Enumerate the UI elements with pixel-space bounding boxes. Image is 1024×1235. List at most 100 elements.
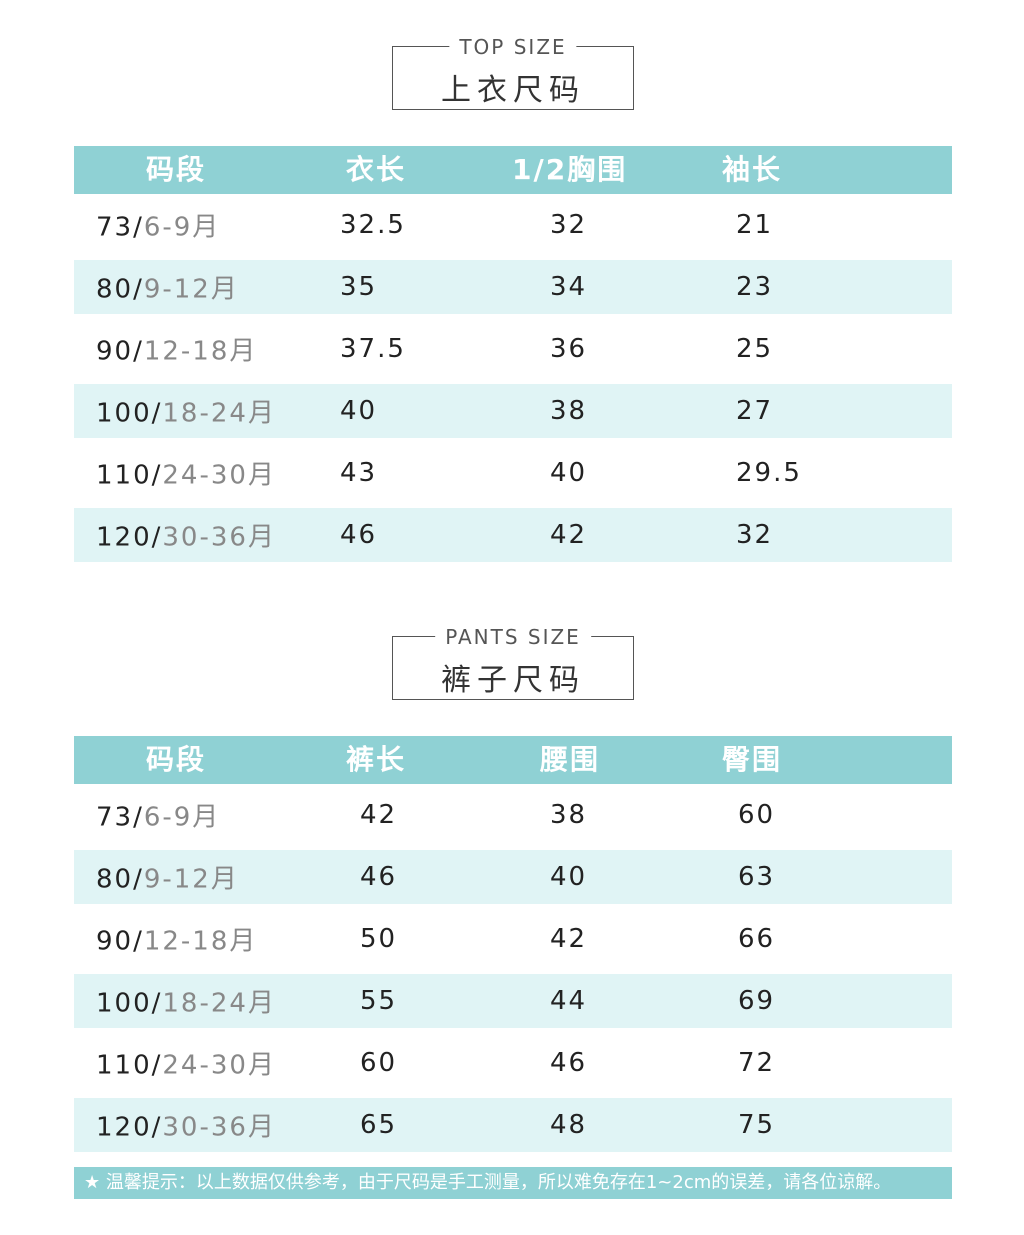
- measure-cell: 42: [550, 520, 588, 550]
- table-row: 100/18-24月 40 38 27: [74, 384, 952, 438]
- size-value: 110/: [96, 460, 163, 491]
- table-row: 100/18-24月 55 44 69: [74, 974, 952, 1028]
- pants-size-title-cn: 裤子尺码: [441, 663, 585, 698]
- header-length: 衣长: [346, 153, 407, 186]
- size-cell: 120/30-36月: [96, 1107, 276, 1144]
- tip-note: ★ 温馨提示：以上数据仅供参考，由于尺码是手工测量，所以难免存在1~2cm的误差…: [74, 1167, 952, 1199]
- measure-cell: 72: [738, 1048, 776, 1078]
- age-range: 24-30月: [162, 460, 276, 491]
- size-cell: 110/24-30月: [96, 455, 276, 492]
- size-cell: 80/9-12月: [96, 269, 239, 306]
- age-range: 6-9月: [143, 802, 221, 833]
- size-value: 80/: [96, 274, 144, 305]
- measure-cell: 38: [550, 800, 588, 830]
- measure-cell: 69: [738, 986, 776, 1016]
- age-range: 30-36月: [162, 1112, 276, 1143]
- top-size-title-cn: 上衣尺码: [441, 73, 585, 108]
- size-cell: 90/12-18月: [96, 921, 257, 958]
- top-size-title-box: TOP SIZE 上衣尺码: [392, 35, 634, 110]
- size-value: 100/: [96, 398, 163, 429]
- measure-cell: 34: [550, 272, 588, 302]
- top-size-title-en: TOP SIZE: [449, 35, 577, 59]
- age-range: 9-12月: [143, 274, 239, 305]
- measure-cell: 66: [738, 924, 776, 954]
- measure-cell: 29.5: [736, 458, 802, 488]
- size-cell: 120/30-36月: [96, 517, 276, 554]
- size-value: 90/: [96, 336, 144, 367]
- size-cell: 73/6-9月: [96, 207, 220, 244]
- pants-size-title-box: PANTS SIZE 裤子尺码: [392, 625, 634, 700]
- measure-cell: 42: [550, 924, 588, 954]
- size-cell: 100/18-24月: [96, 983, 276, 1020]
- table-row: 90/12-18月 50 42 66: [74, 908, 952, 970]
- age-range: 12-18月: [143, 336, 258, 367]
- measure-cell: 63: [738, 862, 776, 892]
- size-value: 120/: [96, 1112, 163, 1143]
- measure-cell: 65: [360, 1110, 398, 1140]
- measure-cell: 37.5: [340, 334, 406, 364]
- measure-cell: 43: [340, 458, 378, 488]
- table-row: 110/24-30月 43 40 29.5: [74, 442, 952, 504]
- size-value: 73/: [96, 802, 144, 833]
- size-value: 110/: [96, 1050, 163, 1081]
- table-row: 73/6-9月 42 38 60: [74, 784, 952, 846]
- size-cell: 80/9-12月: [96, 859, 239, 896]
- measure-cell: 40: [550, 862, 588, 892]
- size-cell: 73/6-9月: [96, 797, 220, 834]
- table-row: 80/9-12月 35 34 23: [74, 260, 952, 314]
- header-size: 码段: [146, 153, 207, 186]
- size-value: 100/: [96, 988, 163, 1019]
- age-range: 30-36月: [162, 522, 276, 553]
- size-value: 73/: [96, 212, 144, 243]
- measure-cell: 50: [360, 924, 398, 954]
- size-cell: 100/18-24月: [96, 393, 276, 430]
- age-range: 6-9月: [143, 212, 221, 243]
- header-chest: 1/2胸围: [512, 153, 628, 186]
- measure-cell: 40: [550, 458, 588, 488]
- size-value: 120/: [96, 522, 163, 553]
- top-size-table: 码段 衣长 1/2胸围 袖长 73/6-9月 32.5 32 21 80/9-12月 35…: [74, 146, 952, 566]
- age-range: 9-12月: [143, 864, 239, 895]
- header-hip: 臀围: [722, 743, 783, 776]
- header-waist: 腰围: [540, 743, 601, 776]
- size-value: 90/: [96, 926, 144, 957]
- age-range: 12-18月: [143, 926, 258, 957]
- table-header: 码段 衣长 1/2胸围 袖长: [74, 146, 952, 194]
- table-row: 110/24-30月 60 46 72: [74, 1032, 952, 1094]
- pants-size-title-en: PANTS SIZE: [435, 625, 591, 649]
- measure-cell: 46: [340, 520, 378, 550]
- age-range: 24-30月: [162, 1050, 276, 1081]
- pants-size-table: 码段 裤长 腰围 臀围 73/6-9月 42 38 60 80/9-12月 46 40 63 9…: [74, 736, 952, 1156]
- measure-cell: 38: [550, 396, 588, 426]
- measure-cell: 21: [736, 210, 774, 240]
- measure-cell: 42: [360, 800, 398, 830]
- measure-cell: 46: [360, 862, 398, 892]
- header-pants-length: 裤长: [346, 743, 407, 776]
- measure-cell: 27: [736, 396, 774, 426]
- table-row: 120/30-36月 46 42 32: [74, 508, 952, 562]
- measure-cell: 55: [360, 986, 398, 1016]
- size-cell: 90/12-18月: [96, 331, 257, 368]
- measure-cell: 35: [340, 272, 378, 302]
- measure-cell: 32: [550, 210, 588, 240]
- size-cell: 110/24-30月: [96, 1045, 276, 1082]
- header-sleeve: 袖长: [722, 153, 783, 186]
- measure-cell: 32.5: [340, 210, 406, 240]
- measure-cell: 36: [550, 334, 588, 364]
- table-row: 90/12-18月 37.5 36 25: [74, 318, 952, 380]
- measure-cell: 32: [736, 520, 774, 550]
- measure-cell: 25: [736, 334, 774, 364]
- measure-cell: 48: [550, 1110, 588, 1140]
- age-range: 18-24月: [162, 988, 276, 1019]
- table-row: 80/9-12月 46 40 63: [74, 850, 952, 904]
- header-size: 码段: [146, 743, 207, 776]
- table-header: 码段 裤长 腰围 臀围: [74, 736, 952, 784]
- measure-cell: 23: [736, 272, 774, 302]
- measure-cell: 44: [550, 986, 588, 1016]
- measure-cell: 75: [738, 1110, 776, 1140]
- measure-cell: 60: [360, 1048, 398, 1078]
- measure-cell: 46: [550, 1048, 588, 1078]
- table-row: 120/30-36月 65 48 75: [74, 1098, 952, 1152]
- table-row: 73/6-9月 32.5 32 21: [74, 194, 952, 256]
- measure-cell: 40: [340, 396, 378, 426]
